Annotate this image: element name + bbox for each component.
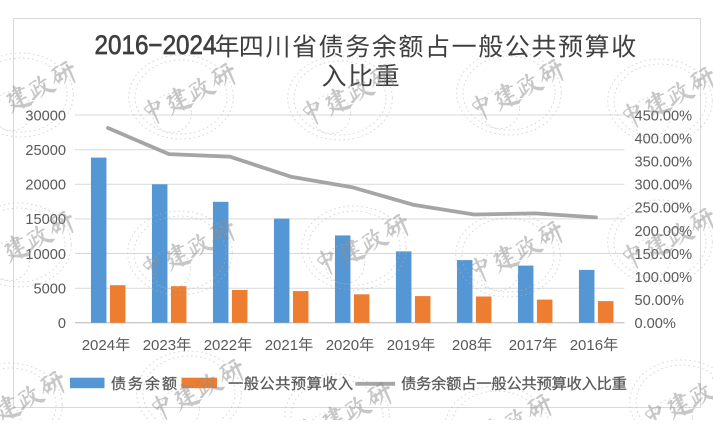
svg-text:50.00%: 50.00%: [635, 293, 685, 309]
svg-text:400.00%: 400.00%: [635, 131, 693, 147]
svg-text:2017: 2017: [509, 337, 542, 354]
svg-text:2022: 2022: [204, 337, 237, 354]
svg-text:208: 208: [452, 337, 477, 354]
svg-text:100.00%: 100.00%: [635, 270, 693, 286]
svg-text:2024: 2024: [82, 337, 115, 354]
svg-text:10000: 10000: [25, 247, 66, 263]
svg-text:2016: 2016: [570, 337, 603, 354]
svg-text:5000: 5000: [34, 282, 66, 298]
svg-text:250.00%: 250.00%: [635, 201, 693, 217]
svg-text:20000: 20000: [25, 178, 66, 194]
svg-text:350.00%: 350.00%: [635, 155, 693, 171]
svg-text:2020: 2020: [326, 337, 359, 354]
svg-text:450.00%: 450.00%: [635, 108, 693, 124]
svg-text:2019: 2019: [387, 337, 420, 354]
svg-text:0.00%: 0.00%: [635, 316, 676, 332]
svg-text:2023: 2023: [143, 337, 176, 354]
svg-text:0: 0: [58, 316, 66, 332]
svg-text:2016−2024: 2016−2024: [95, 30, 217, 60]
svg-text:300.00%: 300.00%: [635, 178, 693, 194]
svg-text:2021: 2021: [265, 337, 298, 354]
svg-text:25000: 25000: [25, 143, 66, 159]
svg-text:30000: 30000: [25, 108, 66, 124]
